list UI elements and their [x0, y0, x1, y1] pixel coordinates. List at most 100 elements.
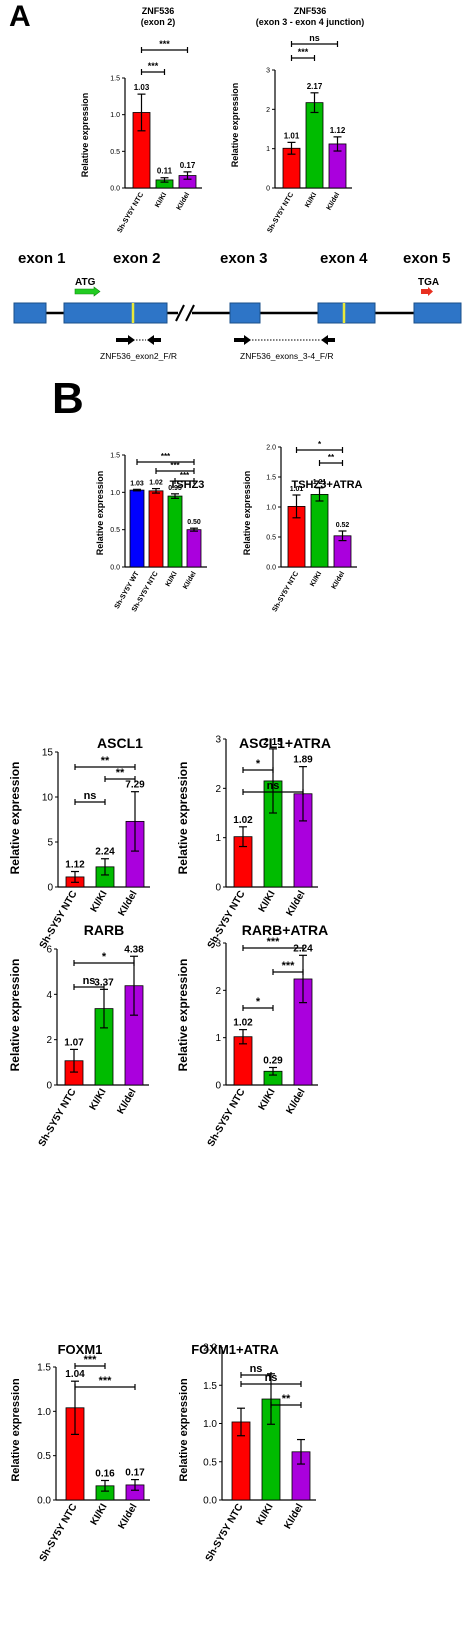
- y-tick-label: 0.0: [37, 1496, 51, 1507]
- data-label: 7.29: [125, 780, 145, 791]
- exon-5-box: [413, 302, 462, 324]
- x-tick-label: Sh-SY5Y NTC: [131, 571, 160, 614]
- y-tick-label: 1.0: [110, 112, 120, 119]
- x-tick-label: KI/del: [115, 1087, 138, 1116]
- data-label: 0.17: [180, 161, 196, 170]
- data-label: 1.04: [65, 1369, 85, 1380]
- bar: [125, 1484, 145, 1501]
- data-label: 2.24: [95, 847, 115, 858]
- significance-label: ***: [282, 960, 296, 972]
- bar: [293, 978, 313, 1086]
- primer-1-label: ZNF536_exon2_F/R: [100, 351, 177, 361]
- data-label: 3.37: [94, 977, 114, 988]
- y-axis-label: Relative expression: [10, 1378, 22, 1482]
- chart-title: ZNF536: [142, 6, 175, 16]
- y-tick-label: 1: [215, 1033, 221, 1044]
- chart-0: ZNF536(exon 2) 0.0 0.5 1.0 1.5 Relative expre…: [80, 6, 202, 234]
- y-tick-label: 0.5: [203, 1457, 217, 1468]
- bar: [293, 793, 313, 888]
- y-tick-label: 3: [266, 67, 270, 74]
- exon-2-label: exon 2: [113, 250, 161, 267]
- significance-label: ns: [309, 33, 320, 43]
- bar: [95, 1485, 115, 1501]
- y-tick-label: 0.5: [110, 527, 120, 534]
- primer-2-label: ZNF536_exons_3-4_F/R: [240, 351, 334, 361]
- chart-2: TSHZ3 0.0 0.5 1.0 1.5 Relative expression 1.03…: [95, 452, 207, 613]
- y-tick-label: 3: [215, 735, 221, 746]
- x-tick-label: Sh-SY5Y NTC: [206, 889, 248, 951]
- bar: [310, 493, 329, 568]
- exon-4-label: exon 4: [320, 250, 368, 267]
- data-label: 1.01: [290, 486, 304, 493]
- chart-6: RARB 0 2 4 6 Relative expression 1.07 Sh-SY5Y N…: [8, 922, 149, 1149]
- chart-title: TSHZ3+ATRA: [292, 479, 363, 491]
- chart-title: RARB+ATRA: [242, 922, 328, 938]
- data-label: 0.52: [336, 522, 350, 529]
- data-label: 1.01: [284, 131, 300, 140]
- bar: [186, 529, 202, 568]
- significance-label: ***: [267, 936, 281, 948]
- chart-title: ASCL1+ATRA: [239, 735, 331, 751]
- chart-8: FOXM1 0.0 0.5 1.0 1.5 Relative expression 1.04…: [10, 1342, 150, 1564]
- significance-label: ns: [84, 790, 97, 802]
- bar: [328, 143, 347, 189]
- exon-5-label: exon 5: [403, 250, 451, 267]
- x-tick-label: KI/KI: [89, 1502, 110, 1527]
- primer-2-forward: [234, 335, 251, 345]
- significance-label: *: [318, 440, 322, 449]
- data-label: 1.02: [233, 815, 253, 826]
- exon-3-box: [229, 302, 261, 324]
- x-tick-label: Sh-SY5Y NTC: [116, 192, 145, 235]
- chart-9: FOXM1+ATRA 0.0 0.5 1.0 1.5 2.0 Relative expres…: [178, 1342, 316, 1564]
- data-label: 0.95: [168, 485, 182, 492]
- significance-label: **: [101, 755, 110, 767]
- data-label: 1.12: [65, 860, 85, 871]
- x-tick-label: Sh-SY5Y WT: [114, 570, 141, 610]
- x-tick-label: KI/KI: [165, 570, 179, 587]
- x-tick-label: KI/del: [116, 889, 139, 918]
- x-tick-label: KI/del: [282, 1502, 305, 1531]
- significance-label: ns: [265, 1372, 278, 1384]
- y-tick-label: 2.0: [203, 1343, 217, 1354]
- y-tick-label: 0.0: [266, 564, 276, 571]
- primer-1-forward: [116, 335, 135, 345]
- significance-label: ***: [148, 61, 159, 71]
- data-label: 0.11: [157, 167, 173, 176]
- y-tick-label: 0: [215, 883, 221, 894]
- bar: [94, 1008, 114, 1086]
- bar: [65, 1407, 85, 1501]
- bar: [124, 985, 144, 1086]
- y-tick-label: 1.5: [110, 75, 120, 82]
- chart-4: ASCL1 0 5 10 15 Relative expression 1.12 Sh-SY5…: [8, 735, 150, 951]
- exon-3-label: exon 3: [220, 250, 268, 267]
- bar: [261, 1398, 281, 1501]
- chart-3: TSHZ3+ATRA 0.0 0.5 1.0 1.5 2.0 Relative expres…: [242, 440, 363, 613]
- significance-label: *: [256, 758, 261, 770]
- y-tick-label: 1.5: [266, 474, 276, 481]
- y-axis-label: Relative expression: [176, 959, 190, 1072]
- y-tick-label: 4: [46, 990, 52, 1001]
- y-tick-label: 2: [215, 784, 221, 795]
- chart-title: TSHZ3: [170, 479, 205, 491]
- data-label: 2.17: [307, 82, 323, 91]
- significance-label: ***: [99, 1375, 113, 1387]
- y-tick-label: 2: [215, 986, 221, 997]
- y-tick-label: 1.5: [203, 1381, 217, 1392]
- significance-label: ns: [83, 975, 96, 987]
- x-tick-label: KI/KI: [89, 889, 110, 914]
- data-label: 1.03: [134, 83, 150, 92]
- significance-label: ns: [267, 780, 280, 792]
- bar: [125, 820, 145, 888]
- y-tick-label: 0.0: [110, 185, 120, 192]
- chart-5: ASCL1+ATRA 0 1 2 3 Relative expression 1.02 Sh-…: [176, 735, 331, 951]
- data-label: 1.89: [293, 755, 313, 766]
- data-label: 2.15: [263, 737, 283, 748]
- y-tick-label: 2.0: [266, 444, 276, 451]
- exon-2-box: [63, 302, 168, 324]
- bar: [148, 490, 164, 568]
- x-tick-label: KI/del: [176, 191, 192, 211]
- x-tick-label: Sh-SY5Y NTC: [206, 1087, 248, 1149]
- significance-label: **: [282, 1393, 291, 1405]
- x-tick-label: Sh-SY5Y NTC: [271, 571, 300, 614]
- y-axis-label: Relative expression: [8, 959, 22, 1072]
